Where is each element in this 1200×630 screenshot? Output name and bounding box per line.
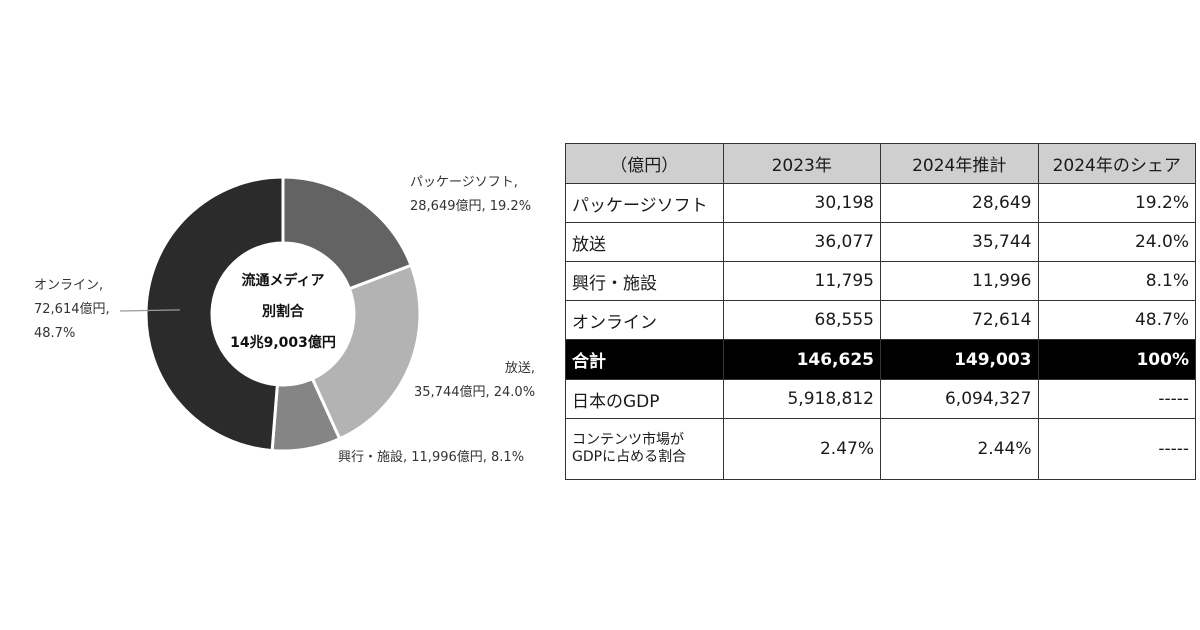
donut-chart: 流通メディア 別割合 14兆9,003億円 パッケージソフト, 28,649億円… <box>0 0 560 630</box>
row-label: 合計 <box>565 339 724 380</box>
table-cell: 36,077 <box>722 222 881 262</box>
table-cell: 2.44% <box>880 418 1039 480</box>
table-row: 興行・施設 11,795 11,996 8.1% <box>565 261 1196 301</box>
donut-center-line-1: 流通メディア <box>241 273 325 289</box>
slice-label-venue: 興行・施設, 11,996億円, 8.1% <box>338 450 525 465</box>
table-body: パッケージソフト 30,198 28,649 19.2% 放送 36,077 35,744 2… <box>565 183 1196 480</box>
donut-slice-3 <box>144 175 285 453</box>
row-label: 日本のGDP <box>565 379 724 419</box>
table-cell: 6,094,327 <box>880 379 1039 419</box>
table-cell: ----- <box>1037 418 1196 480</box>
column-header: 2024年推計 <box>880 143 1039 184</box>
column-header: （億円） <box>565 143 724 184</box>
table-cell: 11,996 <box>880 261 1039 301</box>
table-cell: 72,614 <box>880 300 1039 340</box>
table-cell: 30,198 <box>722 183 881 223</box>
donut-center-line-3: 14兆9,003億円 <box>230 335 336 351</box>
leader-line-online <box>119 309 181 312</box>
table-cell: 48.7% <box>1037 300 1196 340</box>
table-row: パッケージソフト 30,198 28,649 19.2% <box>565 183 1196 223</box>
table-cell: ----- <box>1037 379 1196 419</box>
table-cell: 5,918,812 <box>722 379 881 419</box>
table-row: 合計 146,625 149,003 100% <box>565 339 1196 380</box>
slice-label-online: オンライン, 72,614億円, 48.7% <box>34 278 110 341</box>
table-cell: 149,003 <box>880 339 1039 380</box>
row-label: コンテンツ市場が GDPに占める割合 <box>565 418 724 480</box>
table-cell: 68,555 <box>722 300 881 340</box>
row-label: パッケージソフト <box>565 183 724 223</box>
table-cell: 8.1% <box>1037 261 1196 301</box>
data-table: （億円） 2023年 2024年推計 2024年のシェア パッケージソフト 30,… <box>565 143 1196 480</box>
table-row: オンライン 68,555 72,614 48.7% <box>565 300 1196 340</box>
donut-slice-1 <box>310 263 422 441</box>
slice-label-package-soft: パッケージソフト, 28,649億円, 19.2% <box>410 175 532 214</box>
table-cell: 28,649 <box>880 183 1039 223</box>
table-row: 日本のGDP 5,918,812 6,094,327 ----- <box>565 379 1196 419</box>
table-header-row: （億円） 2023年 2024年推計 2024年のシェア <box>565 143 1196 184</box>
table-cell: 24.0% <box>1037 222 1196 262</box>
table-cell: 146,625 <box>722 339 881 380</box>
table-row: コンテンツ市場が GDPに占める割合 2.47% 2.44% ----- <box>565 418 1196 480</box>
table-cell: 100% <box>1037 339 1196 380</box>
slice-label-broadcast: 放送, 35,744億円, 24.0% <box>414 361 536 400</box>
table-row: 放送 36,077 35,744 24.0% <box>565 222 1196 262</box>
row-label: 放送 <box>565 222 724 262</box>
row-label: オンライン <box>565 300 724 340</box>
table-cell: 2.47% <box>722 418 881 480</box>
donut-center-line-2: 別割合 <box>262 304 304 320</box>
donut-svg <box>119 175 422 453</box>
column-header: 2023年 <box>722 143 881 184</box>
row-label: 興行・施設 <box>565 261 724 301</box>
table-cell: 11,795 <box>722 261 881 301</box>
table-cell: 19.2% <box>1037 183 1196 223</box>
table-cell: 35,744 <box>880 222 1039 262</box>
column-header: 2024年のシェア <box>1037 143 1196 184</box>
